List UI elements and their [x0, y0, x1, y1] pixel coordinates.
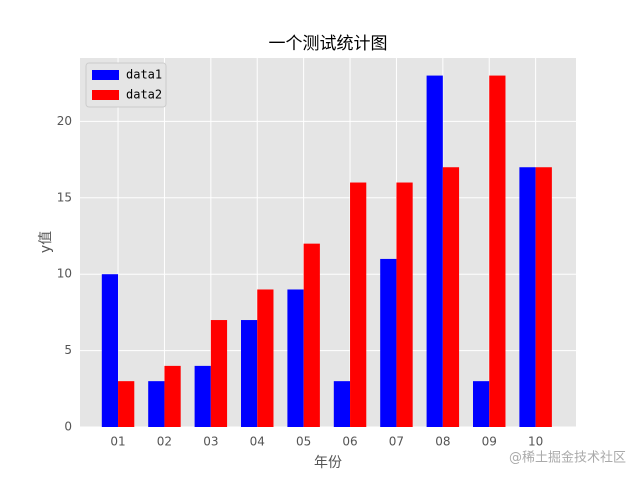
- bar: [535, 167, 552, 427]
- bar: [426, 75, 443, 428]
- watermark: @稀土掘金技术社区: [509, 450, 626, 466]
- bar: [210, 320, 228, 427]
- bar: [303, 243, 320, 427]
- bar: [333, 381, 351, 427]
- bar: [380, 258, 397, 427]
- bar: [257, 289, 274, 427]
- bar: [241, 320, 258, 427]
- y-tick-label: 20: [57, 114, 72, 128]
- x-tick-label: 09: [482, 435, 497, 449]
- x-tick-label: 07: [389, 435, 404, 449]
- x-tick-label: 01: [110, 435, 125, 449]
- marks: [101, 75, 552, 428]
- bar: [350, 182, 367, 427]
- x-tick-label: 05: [296, 435, 311, 449]
- bar: [194, 365, 211, 427]
- x-tick-label: 08: [435, 435, 450, 449]
- legend-label: data1: [126, 68, 162, 82]
- bar: [442, 167, 460, 427]
- bar: [472, 381, 490, 427]
- x-tick-label: 10: [528, 435, 543, 449]
- y-axis-label: y值: [38, 231, 54, 253]
- x-axis-label: 年份: [314, 455, 342, 471]
- legend-swatch: [92, 70, 119, 80]
- bar: [164, 365, 181, 427]
- y-tick-label: 5: [64, 343, 72, 357]
- chart-title: 一个测试统计图: [269, 34, 388, 54]
- bar: [101, 274, 119, 427]
- y-tick-label: 15: [57, 190, 72, 204]
- legend-swatch: [92, 90, 119, 100]
- bar: [489, 75, 506, 428]
- x-tick-label: 03: [203, 435, 218, 449]
- x-tick-label: 04: [250, 435, 265, 449]
- legend-label: data2: [126, 88, 162, 102]
- x-tick-label: 06: [342, 435, 357, 449]
- bar: [396, 182, 413, 427]
- y-tick-label: 0: [64, 420, 72, 434]
- bar: [118, 381, 135, 427]
- x-tick-label: 02: [157, 435, 172, 449]
- bar: [148, 381, 165, 427]
- bar: [519, 167, 536, 427]
- y-tick-label: 10: [57, 267, 72, 281]
- bar: [287, 289, 304, 427]
